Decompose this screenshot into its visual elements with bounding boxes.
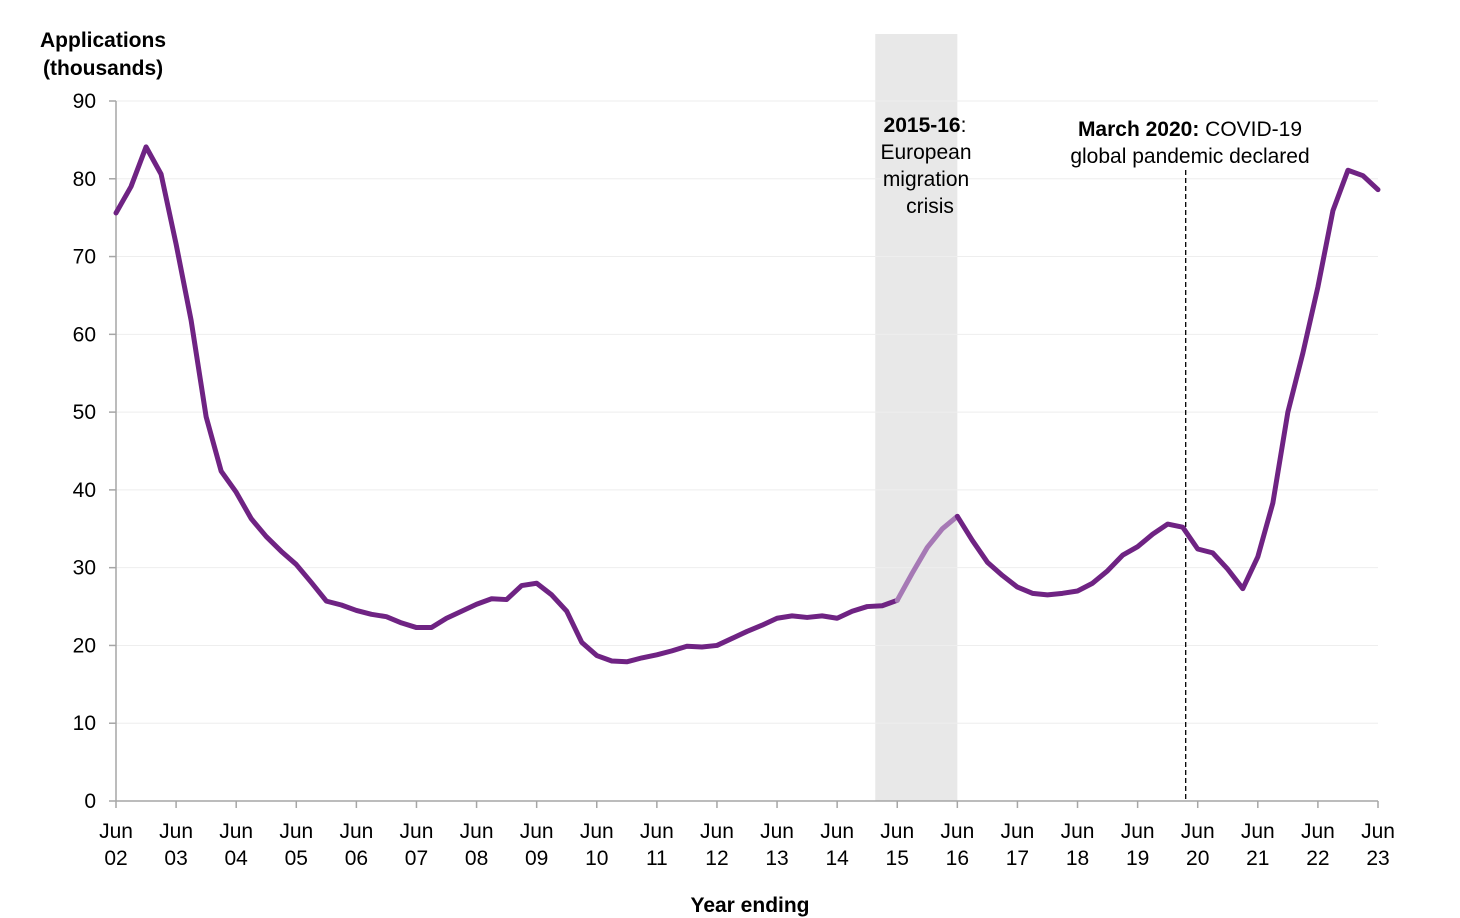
x-tick-label-month-20: Jun <box>1181 820 1215 843</box>
x-tick-label-month-05: Jun <box>279 820 313 843</box>
x-tick-label-year-17: 17 <box>1006 847 1029 870</box>
x-tick-label-month-12: Jun <box>700 820 734 843</box>
x-tick-label-year-11: 11 <box>646 847 668 870</box>
x-tick-label-year-06: 06 <box>345 847 368 870</box>
applications-line-post-2016 <box>954 167 1381 598</box>
y-tick-label-40: 40 <box>73 479 96 502</box>
x-tick-label-month-07: Jun <box>400 820 434 843</box>
y-tick-label-50: 50 <box>73 401 96 424</box>
x-tick-label-year-22: 22 <box>1306 847 1329 870</box>
series-layer <box>113 144 1381 665</box>
x-axis-label: Year ending <box>690 894 809 917</box>
migration-crisis-annotation-line-3: crisis <box>906 195 954 218</box>
y-tick-label-20: 20 <box>73 634 96 657</box>
x-tick-label-month-06: Jun <box>339 820 373 843</box>
x-tick-label-year-16: 16 <box>946 847 969 870</box>
migration-crisis-band <box>875 34 958 801</box>
x-tick-label-month-13: Jun <box>760 820 794 843</box>
x-tick-label-month-11: Jun <box>640 820 674 843</box>
covid-annotation-date: March 2020: <box>1078 118 1199 141</box>
x-tick-label-month-02: Jun <box>99 820 133 843</box>
x-tick-label-year-10: 10 <box>585 847 608 870</box>
x-tick-label-year-21: 21 <box>1246 847 1269 870</box>
x-tick-label-year-13: 13 <box>765 847 788 870</box>
x-tick-label-year-14: 14 <box>825 847 849 870</box>
x-tick-label-year-03: 03 <box>164 847 187 870</box>
x-tick-label-month-09: Jun <box>520 820 554 843</box>
migration-crisis-annotation-line-1: European <box>880 141 971 164</box>
y-tick-label-60: 60 <box>73 323 96 346</box>
x-tick-label-year-23: 23 <box>1366 847 1389 870</box>
x-tick-label-month-16: Jun <box>940 820 974 843</box>
x-tick-label-year-07: 07 <box>405 847 428 870</box>
y-tick-label-90: 90 <box>73 90 96 113</box>
x-tick-label-year-09: 09 <box>525 847 548 870</box>
x-tick-label-month-19: Jun <box>1121 820 1155 843</box>
covid-annotation-line-1: global pandemic declared <box>1070 145 1309 168</box>
y-tick-labels: 0 10 20 30 40 50 60 70 80 90 <box>73 90 96 813</box>
x-tick-label-year-08: 08 <box>465 847 488 870</box>
applications-line-2015-16 <box>894 513 960 603</box>
x-tick-label-month-15: Jun <box>880 820 914 843</box>
covid-annotation-event: COVID-19 <box>1199 118 1302 141</box>
x-tick-label-month-14: Jun <box>820 820 854 843</box>
x-tick-label-month-23: Jun <box>1361 820 1395 843</box>
y-tick-label-80: 80 <box>73 168 96 191</box>
migration-crisis-annotation-line-2: migration <box>883 168 969 191</box>
axes <box>109 100 1379 808</box>
x-tick-labels: Jun 02 Jun 03 Jun 04 Jun 05 Jun 06 Jun 07 Jun 08 Jun 09… <box>99 820 1395 870</box>
applications-line-pre-2015 <box>113 144 900 665</box>
migration-crisis-colon: : <box>961 114 967 137</box>
y-tick-label-0: 0 <box>84 790 96 813</box>
x-tick-label-year-19: 19 <box>1126 847 1149 870</box>
x-tick-label-year-15: 15 <box>886 847 909 870</box>
y-tick-label-70: 70 <box>73 246 96 269</box>
x-tick-label-year-12: 12 <box>705 847 728 870</box>
y-axis-label-line-1: Applications <box>40 29 166 52</box>
covid-annotation-title: March 2020: COVID-19 <box>1078 118 1302 141</box>
y-axis-label-line-2: (thousands) <box>43 57 163 80</box>
x-tick-label-year-20: 20 <box>1186 847 1209 870</box>
x-tick-label-month-10: Jun <box>580 820 614 843</box>
x-tick-label-year-02: 02 <box>104 847 127 870</box>
x-tick-label-month-08: Jun <box>460 820 494 843</box>
gridlines <box>116 100 1378 724</box>
x-tick-label-month-17: Jun <box>1000 820 1034 843</box>
x-tick-label-month-18: Jun <box>1061 820 1095 843</box>
x-tick-label-year-05: 05 <box>285 847 308 870</box>
x-tick-label-year-04: 04 <box>225 847 249 870</box>
y-tick-label-10: 10 <box>73 712 96 735</box>
x-tick-label-month-22: Jun <box>1301 820 1335 843</box>
x-tick-label-year-18: 18 <box>1066 847 1089 870</box>
migration-crisis-annotation-title: 2015-16: <box>884 114 967 137</box>
x-tick-label-month-04: Jun <box>219 820 253 843</box>
x-tick-label-month-03: Jun <box>159 820 193 843</box>
highlight-band-layer <box>875 34 958 801</box>
y-tick-label-30: 30 <box>73 557 96 580</box>
x-tick-label-month-21: Jun <box>1241 820 1275 843</box>
migration-crisis-period: 2015-16 <box>884 114 961 137</box>
